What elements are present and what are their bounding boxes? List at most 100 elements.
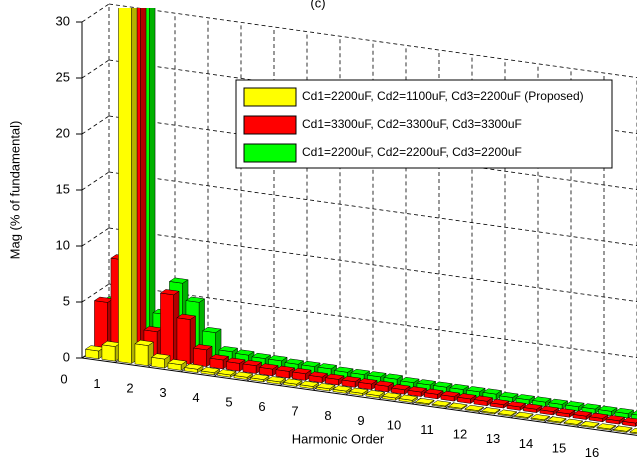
x-tick-label: 6 (258, 399, 265, 414)
bar-side-shade (379, 392, 385, 398)
bar-top (249, 373, 270, 380)
bar-side-shade (329, 385, 336, 392)
bar-front (118, 8, 132, 364)
bar-top (315, 383, 336, 390)
bar-top (381, 392, 402, 399)
bar-top (431, 400, 452, 407)
bar-top (564, 401, 585, 408)
x-tick-label: 1 (93, 376, 100, 391)
grid-line (108, 227, 637, 303)
bar-top (399, 376, 420, 383)
bar (588, 412, 609, 423)
bar (597, 405, 618, 417)
x-tick-label: 10 (387, 417, 401, 432)
legend-box (235, 79, 613, 169)
x-tick-label: 3 (159, 385, 166, 400)
bar (315, 383, 336, 392)
bar-top (614, 407, 635, 414)
bar-top (218, 346, 239, 353)
bar (209, 354, 230, 370)
grid-line (81, 283, 110, 303)
bar-top (581, 403, 602, 410)
bar-top (357, 378, 378, 385)
bar (365, 390, 386, 399)
bar-front (631, 413, 637, 420)
bar (332, 385, 353, 394)
bar (605, 415, 626, 425)
bar-top (497, 409, 518, 416)
bar-side-shade (421, 388, 427, 397)
grid-line (81, 59, 110, 79)
bar-top (465, 386, 486, 393)
bar-side-shade (470, 395, 477, 404)
bar-top (275, 365, 296, 372)
bar (596, 423, 617, 431)
bar-side-shade (263, 376, 270, 382)
bar-top (150, 353, 171, 360)
bar (416, 379, 437, 392)
bar-top (366, 371, 387, 378)
bar-top (440, 390, 461, 397)
bar-side-shade (454, 393, 460, 402)
bar-top (183, 363, 204, 370)
legend-label: Cd1=3300uF, Cd2=3300uF, Cd3=3300uF (302, 117, 522, 131)
bar-top (348, 387, 369, 394)
bar-top (291, 368, 312, 375)
bar-top (300, 360, 321, 367)
legend: Cd1=2200uF, Cd2=1100uF, Cd3=2200uF (Prop… (235, 79, 613, 169)
bar (414, 398, 435, 406)
bars (84, 8, 637, 435)
bar (398, 394, 419, 404)
bar (447, 402, 468, 410)
x-tick-label: 2 (126, 381, 133, 396)
bar-side-shade (338, 375, 345, 386)
bar-top (185, 296, 206, 303)
bar (522, 403, 543, 414)
bar-top (308, 371, 329, 378)
bar-top (201, 326, 222, 333)
bar-top (251, 352, 272, 359)
bar (530, 414, 551, 422)
bar-top (612, 425, 633, 432)
bar (200, 367, 221, 376)
bar-top (267, 355, 288, 362)
bar-top (480, 407, 501, 414)
bar (431, 400, 452, 408)
bar-top (563, 418, 584, 425)
bar (464, 404, 485, 413)
bar (390, 384, 411, 395)
bar-side-shade (272, 365, 279, 376)
y-tick-label: 15 (56, 181, 70, 196)
legend-label: Cd1=2200uF, Cd2=2200uF, Cd3=2200uF (302, 145, 522, 159)
bar-front (193, 347, 207, 367)
bar-side-shade (404, 386, 411, 395)
bar-top (498, 391, 519, 398)
bar-top (159, 289, 180, 296)
bar-side-shade (346, 387, 352, 394)
bar (242, 360, 263, 375)
bar-top (234, 349, 255, 356)
bar-top (416, 379, 437, 386)
bar-top (192, 344, 213, 351)
bar (291, 368, 312, 381)
bar-top (266, 376, 287, 383)
bar (275, 365, 296, 379)
bar (159, 289, 180, 363)
bar (407, 386, 428, 398)
bar (225, 357, 246, 372)
bar (282, 378, 303, 387)
bar (612, 425, 633, 433)
bar-front (134, 343, 149, 367)
bar (150, 353, 171, 369)
bar (473, 395, 494, 407)
axis-line (81, 357, 637, 436)
bar-side-shade (512, 393, 519, 403)
bar (258, 363, 279, 377)
bar (348, 387, 369, 397)
bar (546, 416, 567, 424)
bar-side-shade (230, 371, 237, 378)
bar (423, 388, 444, 400)
bar-top (332, 385, 353, 392)
bar-side-shade (437, 390, 444, 399)
bar (482, 388, 503, 401)
